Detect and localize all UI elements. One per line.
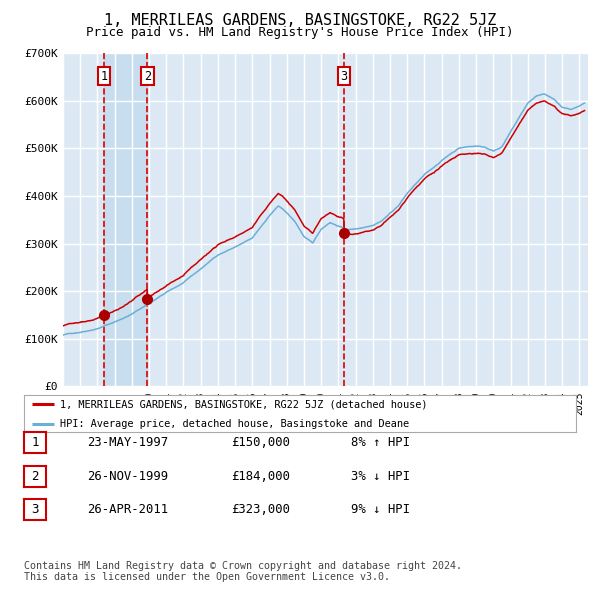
Text: 2: 2 bbox=[144, 70, 151, 83]
Text: 1, MERRILEAS GARDENS, BASINGSTOKE, RG22 5JZ: 1, MERRILEAS GARDENS, BASINGSTOKE, RG22 … bbox=[104, 13, 496, 28]
Text: 2: 2 bbox=[31, 470, 38, 483]
Text: 1, MERRILEAS GARDENS, BASINGSTOKE, RG22 5JZ (detached house): 1, MERRILEAS GARDENS, BASINGSTOKE, RG22 … bbox=[60, 399, 427, 409]
Text: Contains HM Land Registry data © Crown copyright and database right 2024.
This d: Contains HM Land Registry data © Crown c… bbox=[24, 560, 462, 582]
Text: 8% ↑ HPI: 8% ↑ HPI bbox=[351, 436, 410, 449]
Bar bbox=[104, 53, 148, 386]
Text: 9% ↓ HPI: 9% ↓ HPI bbox=[351, 503, 410, 516]
Text: 3: 3 bbox=[340, 70, 347, 83]
Text: HPI: Average price, detached house, Basingstoke and Deane: HPI: Average price, detached house, Basi… bbox=[60, 419, 409, 429]
Text: 26-NOV-1999: 26-NOV-1999 bbox=[87, 470, 168, 483]
Text: £323,000: £323,000 bbox=[231, 503, 290, 516]
Text: £150,000: £150,000 bbox=[231, 436, 290, 449]
Text: 23-MAY-1997: 23-MAY-1997 bbox=[87, 436, 168, 449]
Text: 3: 3 bbox=[31, 503, 38, 516]
Text: 1: 1 bbox=[101, 70, 108, 83]
Text: 1: 1 bbox=[31, 436, 38, 449]
Text: 3% ↓ HPI: 3% ↓ HPI bbox=[351, 470, 410, 483]
Text: £184,000: £184,000 bbox=[231, 470, 290, 483]
Text: Price paid vs. HM Land Registry's House Price Index (HPI): Price paid vs. HM Land Registry's House … bbox=[86, 26, 514, 39]
Text: 26-APR-2011: 26-APR-2011 bbox=[87, 503, 168, 516]
